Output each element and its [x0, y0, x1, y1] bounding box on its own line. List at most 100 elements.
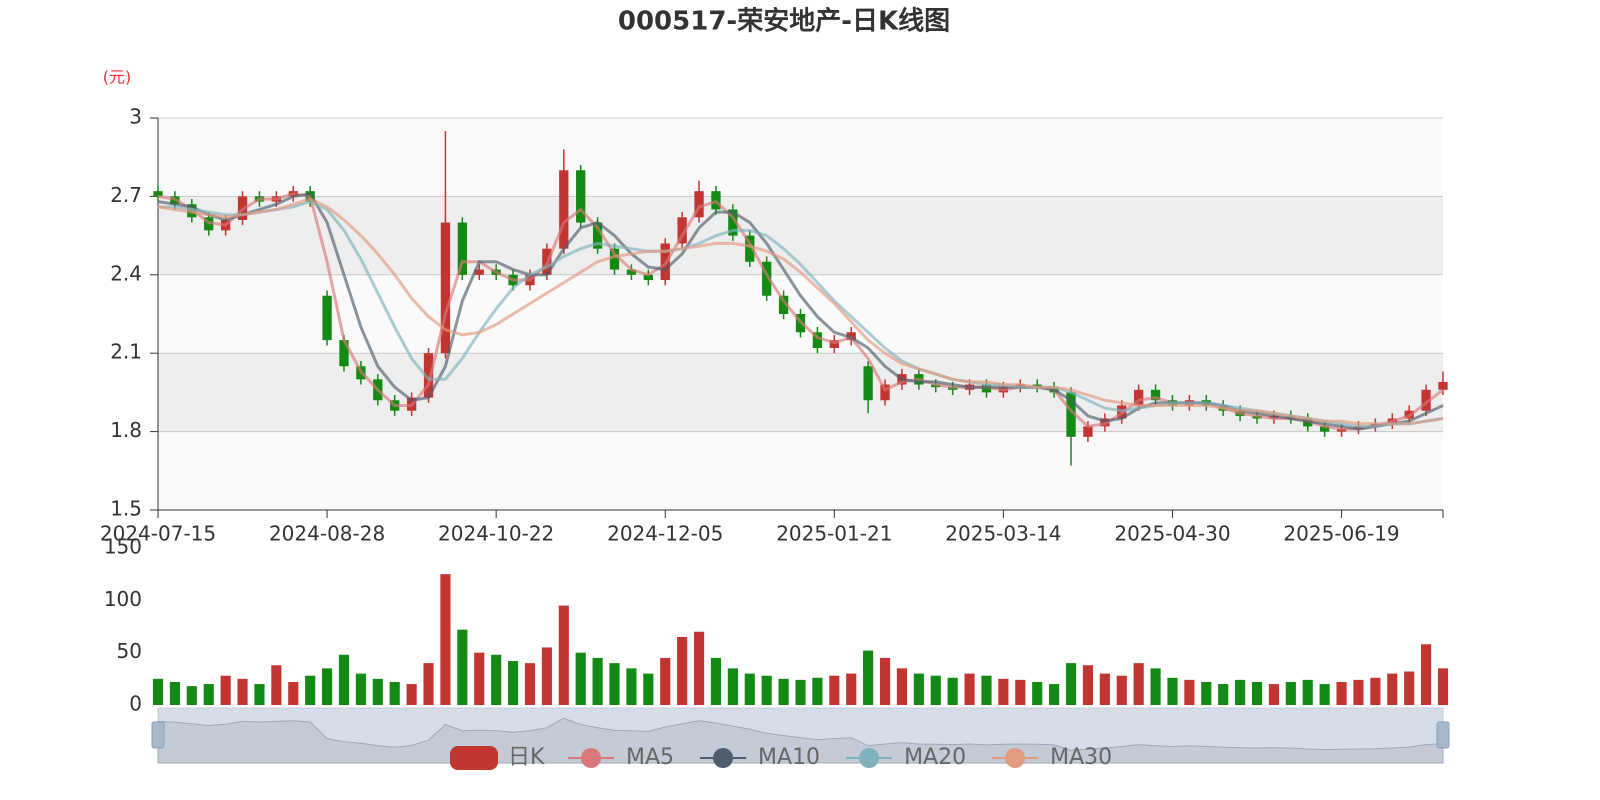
legend-label: MA5: [626, 745, 674, 770]
volume-bar: [203, 684, 214, 705]
candle-body: [1083, 426, 1093, 437]
volume-bar: [1150, 668, 1161, 705]
volume-bar: [727, 668, 738, 705]
y-tick-label: 0: [129, 692, 142, 716]
volume-bar: [1387, 673, 1398, 705]
grid-band: [158, 196, 1443, 275]
y-tick-label: 100: [104, 587, 142, 611]
y-tick-label: 1.5: [110, 497, 142, 521]
volume-bar: [1032, 681, 1043, 705]
candle-body: [1134, 389, 1144, 406]
volume-bar: [744, 673, 755, 705]
volume-bar: [677, 636, 688, 705]
volume-bar: [812, 677, 823, 705]
y-tick-label: 2.1: [110, 340, 142, 364]
volume-bar: [1268, 684, 1279, 705]
y-tick-label: 50: [117, 639, 142, 663]
y-tick-label: 2.7: [110, 183, 142, 207]
volume-bar: [913, 673, 924, 705]
legend-label: MA30: [1050, 745, 1112, 770]
volume-bar: [829, 675, 840, 705]
volume-bar: [1015, 679, 1026, 705]
volume-bar: [322, 668, 333, 705]
volume-bar: [558, 605, 569, 705]
volume-bar: [186, 686, 197, 705]
volume-bar: [220, 675, 231, 705]
candle-body: [576, 170, 586, 223]
x-tick-label: 2025-03-14: [945, 522, 1061, 546]
candle-body: [745, 235, 755, 262]
volume-bar: [1353, 679, 1364, 705]
volume-bar: [524, 663, 536, 705]
zoom-handle[interactable]: [1436, 721, 1450, 749]
volume-bar: [1184, 679, 1195, 705]
x-tick-label: 2024-10-22: [438, 522, 554, 546]
y-unit: (元): [103, 68, 132, 87]
x-tick-label: 2024-08-28: [269, 522, 385, 546]
volume-bar: [896, 668, 908, 705]
legend-label: MA20: [904, 745, 966, 770]
volume-bar: [457, 629, 468, 705]
volume-bar: [507, 661, 519, 705]
volume-bar: [1167, 677, 1178, 705]
volume-bar: [609, 663, 620, 705]
legend-icon: [581, 748, 601, 768]
volume-bar: [355, 673, 366, 705]
volume-bar: [693, 631, 705, 705]
candle-body: [863, 366, 873, 401]
candle-body: [322, 295, 332, 341]
candle-body: [778, 295, 789, 314]
candle-body: [1066, 392, 1076, 437]
chart-title: 000517-荣安地产-日K线图: [618, 7, 950, 37]
legend-item[interactable]: MA20: [846, 745, 966, 770]
volume-bar: [1285, 681, 1296, 705]
volume-bar: [1133, 663, 1144, 705]
volume-bar: [423, 663, 434, 705]
candle-body: [339, 340, 349, 367]
x-tick-label: 2025-06-19: [1283, 522, 1399, 546]
volume-bar: [643, 673, 654, 705]
candle-body: [812, 332, 823, 348]
legend-item[interactable]: 日K: [450, 745, 545, 770]
volume-bar: [271, 665, 282, 705]
candle-body: [609, 248, 620, 270]
volume-bar: [879, 657, 891, 705]
legend-icon: [1005, 748, 1026, 768]
grid-band: [158, 118, 1443, 197]
legend-item[interactable]: MA10: [700, 745, 820, 770]
candle-body: [474, 269, 484, 275]
volume-bar: [1218, 684, 1229, 705]
candle-body: [440, 222, 451, 354]
x-tick-label: 2025-01-21: [776, 522, 892, 546]
candle-body: [423, 353, 434, 398]
legend-icon: [713, 748, 734, 768]
volume-bar: [1319, 684, 1330, 705]
x-tick-label: 2024-07-15: [100, 522, 216, 546]
ma-line: [158, 199, 1444, 428]
volume-bar: [169, 681, 180, 705]
volume-bar: [710, 657, 722, 705]
volume-bar: [254, 684, 265, 705]
y-tick-label: 1.8: [110, 418, 142, 442]
legend-item[interactable]: MA5: [568, 745, 674, 770]
volume-bar: [964, 673, 975, 705]
candle-body: [1319, 426, 1330, 432]
y-tick-label: 3: [129, 105, 142, 129]
volume-bar: [1116, 675, 1127, 705]
candle-body: [153, 191, 163, 197]
zoom-handle[interactable]: [151, 721, 165, 749]
volume-bar: [626, 668, 637, 705]
volume-bar: [981, 675, 992, 705]
volume-bar: [846, 673, 857, 705]
volume-bar: [338, 654, 350, 705]
legend-item[interactable]: MA30: [992, 745, 1112, 770]
legend-icon: [450, 746, 498, 770]
volume-bar: [389, 681, 400, 705]
volume-bar: [541, 647, 552, 705]
candle-body: [643, 274, 653, 281]
volume-bar: [406, 684, 417, 705]
candle-body: [762, 261, 772, 296]
x-tick-label: 2024-12-05: [607, 522, 723, 546]
volume-bar: [1065, 663, 1077, 705]
